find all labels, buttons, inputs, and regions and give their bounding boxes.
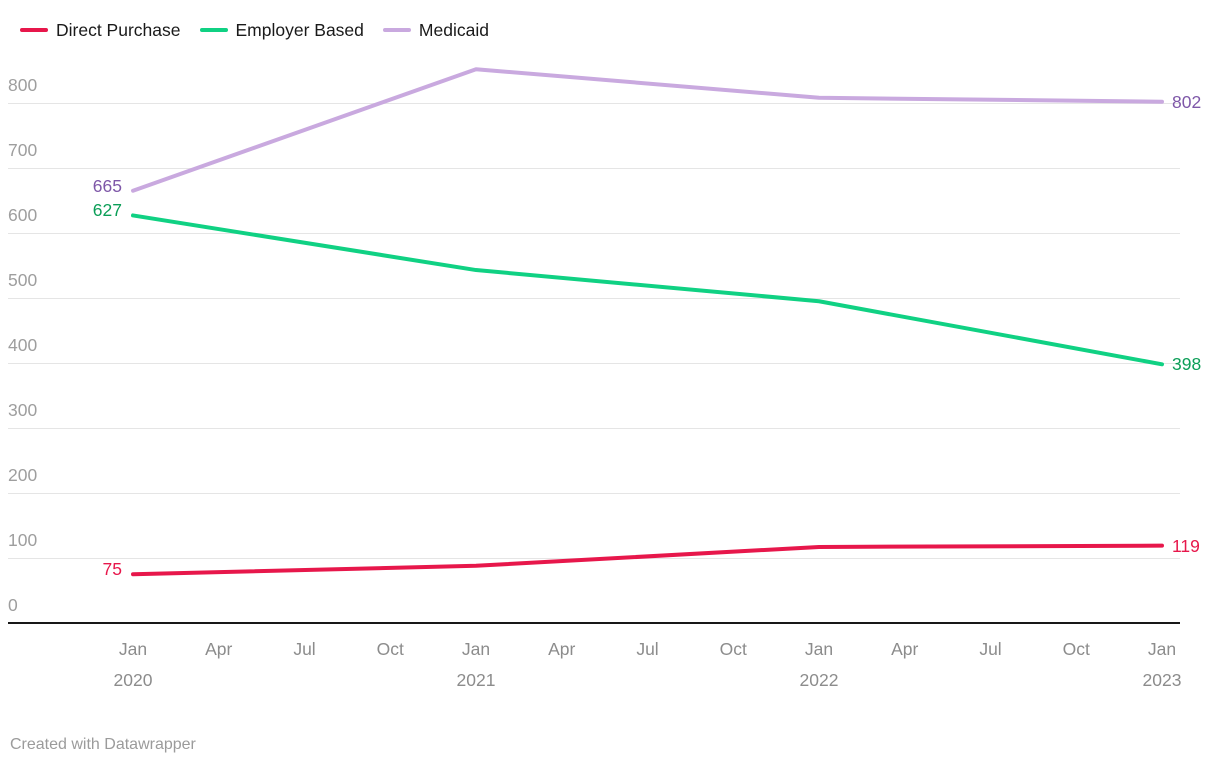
x-tick-label-month: Oct (376, 639, 404, 659)
x-axis-baseline (8, 622, 1180, 624)
x-tick-label-month: Apr (548, 639, 576, 659)
y-tick-label: 0 (8, 595, 18, 615)
y-gridline (8, 492, 1180, 494)
x-tick-label-month: Jan (118, 639, 148, 659)
y-tick-label: 100 (8, 530, 38, 550)
y-gridline (8, 102, 1180, 104)
datawrapper-credit-link[interactable]: Created with Datawrapper (10, 736, 196, 753)
legend-swatch-employer-based (199, 28, 228, 32)
x-tick-label-month: Apr (891, 639, 919, 659)
series-start-value-label: 665 (92, 175, 122, 196)
x-tick-label-month: Jan (461, 639, 491, 659)
x-tick-label-month: Oct (719, 639, 747, 659)
y-tick-label: 800 (8, 75, 38, 95)
x-tick-label-year: 2022 (799, 670, 839, 690)
x-tick-label-month: Apr (205, 639, 233, 659)
legend-label-medicaid: Medicaid (418, 20, 489, 40)
legend-swatch-direct-purchase (20, 28, 48, 32)
y-tick-label: 400 (8, 335, 38, 355)
series-line-medicaid[interactable] (131, 67, 1164, 193)
x-tick-label-month: Oct (1062, 639, 1090, 659)
series-start-value-label: 627 (92, 200, 122, 221)
series-end-value-label: 802 (1172, 91, 1202, 112)
series-start-value-label: 75 (102, 559, 122, 580)
x-tick-label-month: Jul (293, 639, 316, 659)
footer: Created with Datawrapper (10, 736, 196, 754)
x-tick-label-month: Jan (804, 639, 834, 659)
legend-item-employer-based: Employer Based (199, 20, 364, 40)
y-tick-label: 700 (8, 140, 38, 160)
legend-item-direct-purchase: Direct Purchase (20, 20, 181, 40)
series-line-direct-purchase[interactable] (131, 543, 1164, 577)
x-tick-label-year: 2020 (113, 670, 153, 690)
y-tick-label: 600 (8, 205, 38, 225)
series-end-value-label: 398 (1172, 354, 1202, 375)
x-tick-label-month: Jul (636, 639, 659, 659)
y-gridline (8, 297, 1180, 299)
legend: Direct Purchase Employer Based Medicaid (20, 20, 489, 40)
legend-item-medicaid: Medicaid (382, 20, 489, 40)
legend-swatch-medicaid (382, 28, 411, 32)
y-tick-label: 200 (8, 465, 38, 485)
x-tick-label-month: Jul (979, 639, 1002, 659)
y-tick-label: 500 (8, 270, 38, 290)
x-tick-label-year: 2021 (456, 670, 496, 690)
legend-label-employer-based: Employer Based (235, 20, 364, 40)
x-tick-label-month: Jan (1147, 639, 1177, 659)
y-gridline (8, 427, 1180, 429)
series-end-value-label: 119 (1172, 535, 1200, 556)
y-gridline (8, 167, 1180, 169)
y-gridline (8, 232, 1180, 234)
y-gridline (8, 362, 1180, 364)
legend-label-direct-purchase: Direct Purchase (56, 20, 181, 40)
x-tick-label-year: 2023 (1142, 670, 1182, 690)
series-line-employer-based[interactable] (131, 213, 1164, 367)
y-tick-label: 300 (8, 400, 38, 420)
